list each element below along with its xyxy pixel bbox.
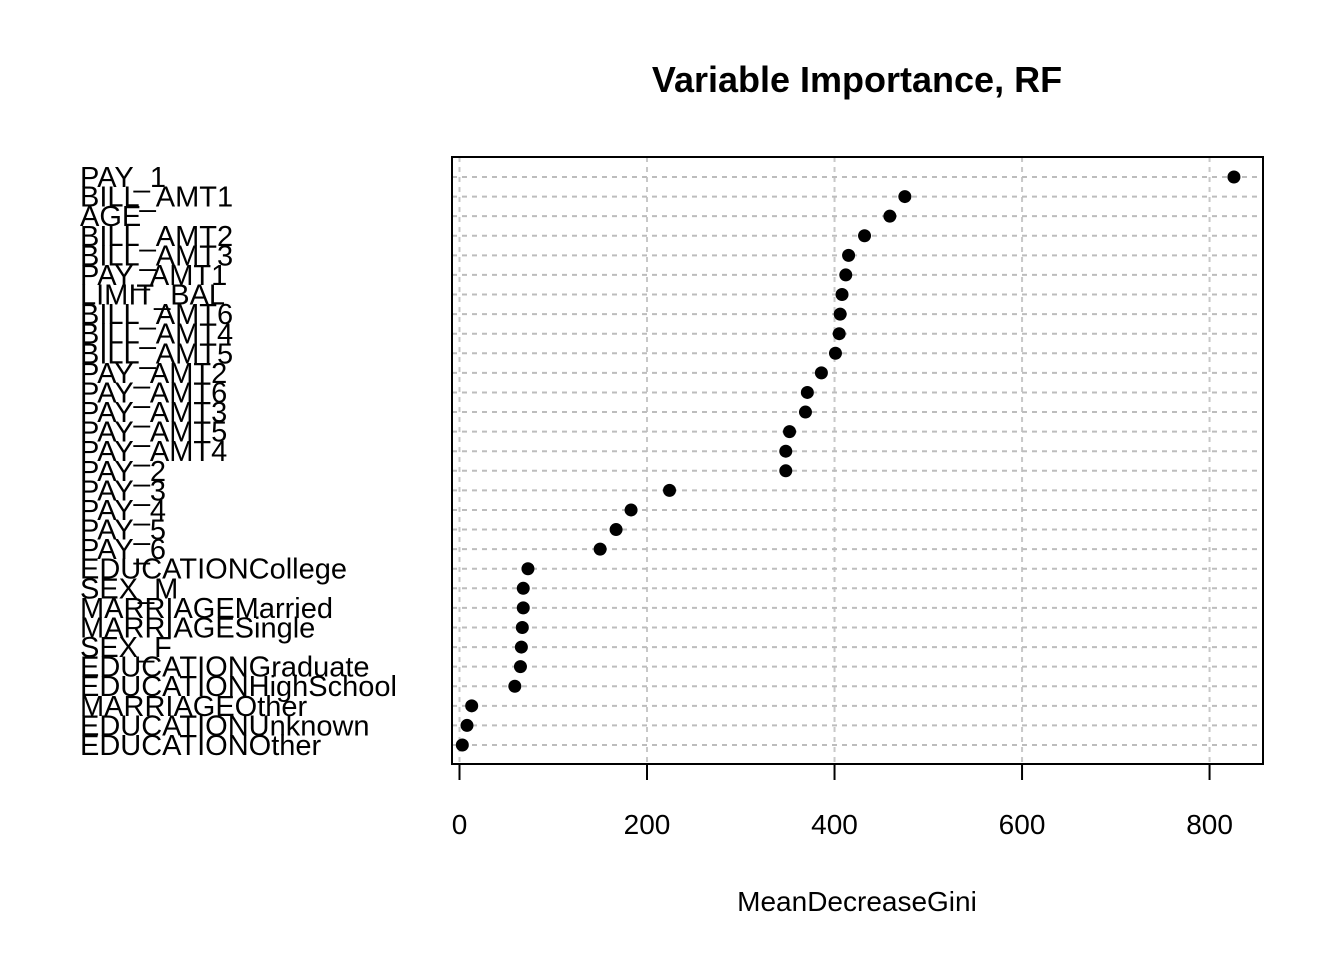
category-label: BILL_AMT1 xyxy=(80,182,233,214)
category-label: SEX_M xyxy=(80,573,178,605)
data-point xyxy=(516,581,530,595)
data-point xyxy=(514,640,528,654)
category-label: MARRIAGEMarried xyxy=(80,593,333,625)
category-label: PAY_AMT4 xyxy=(80,436,227,468)
data-point xyxy=(465,699,479,713)
data-point xyxy=(835,288,849,302)
data-point xyxy=(521,562,535,576)
category-label: PAY_AMT1 xyxy=(80,260,227,292)
grid-lines xyxy=(452,157,1263,764)
chart-title: Variable Importance, RF xyxy=(652,59,1062,100)
x-axis: 0 200 400 600 800 xyxy=(452,763,1233,840)
category-label: SEX_F xyxy=(80,632,172,664)
category-label: MARRIAGEOther xyxy=(80,691,308,723)
category-label: AGE xyxy=(80,201,141,233)
data-point xyxy=(1227,170,1241,184)
category-label: PAY_5 xyxy=(80,515,166,547)
category-label: EDUCATIONOther xyxy=(80,730,322,762)
data-point xyxy=(624,503,638,517)
category-label: MARRIAGESingle xyxy=(80,612,315,644)
data-point xyxy=(858,229,872,243)
data-point xyxy=(779,464,793,478)
data-point xyxy=(839,268,853,282)
x-tick-label: 600 xyxy=(999,809,1046,840)
data-point xyxy=(593,542,607,556)
data-point xyxy=(783,425,797,439)
data-point xyxy=(800,385,814,399)
data-point xyxy=(828,346,842,360)
data-point xyxy=(513,660,527,674)
data-point xyxy=(898,190,912,204)
category-label: LIMIT_BAL xyxy=(80,280,225,312)
category-label: PAY_AMT6 xyxy=(80,377,227,409)
data-point xyxy=(516,601,530,615)
data-point xyxy=(814,366,828,380)
data-point xyxy=(779,444,793,458)
category-label: BILL_AMT3 xyxy=(80,240,233,272)
data-point xyxy=(842,248,856,262)
category-label: BILL_AMT5 xyxy=(80,338,233,370)
data-point xyxy=(663,483,677,497)
data-point xyxy=(609,523,623,537)
data-point xyxy=(455,738,469,752)
data-point xyxy=(515,620,529,634)
data-point xyxy=(832,327,846,341)
category-label: EDUCATIONUnknown xyxy=(80,710,370,742)
data-point xyxy=(798,405,812,419)
data-point xyxy=(833,307,847,321)
category-label: PAY_AMT3 xyxy=(80,397,227,429)
category-label: BILL_AMT6 xyxy=(80,299,233,331)
x-tick-label: 0 xyxy=(452,809,468,840)
category-label: EDUCATIONHighSchool xyxy=(80,671,397,703)
data-point xyxy=(883,209,897,223)
category-label: PAY_6 xyxy=(80,534,166,566)
category-labels: PAY_1BILL_AMT1AGEBILL_AMT2BILL_AMT3PAY_A… xyxy=(80,162,397,762)
category-label: EDUCATIONGraduate xyxy=(80,652,370,684)
x-tick-label: 800 xyxy=(1186,809,1233,840)
category-label: PAY_1 xyxy=(80,162,166,194)
category-label: BILL_AMT4 xyxy=(80,319,233,351)
category-label: PAY_AMT5 xyxy=(80,417,227,449)
data-points xyxy=(455,170,1241,752)
plot-frame xyxy=(451,156,1264,765)
category-label: EDUCATIONCollege xyxy=(80,554,347,586)
x-axis-label: MeanDecreaseGini xyxy=(737,886,977,917)
category-label: PAY_4 xyxy=(80,495,166,527)
x-tick-label: 200 xyxy=(624,809,671,840)
x-tick-label: 400 xyxy=(811,809,858,840)
category-label: PAY_2 xyxy=(80,456,166,488)
data-point xyxy=(508,679,522,693)
data-point xyxy=(460,718,474,732)
category-label: PAY_AMT2 xyxy=(80,358,227,390)
category-label: PAY_3 xyxy=(80,475,166,507)
category-label: BILL_AMT2 xyxy=(80,221,233,253)
